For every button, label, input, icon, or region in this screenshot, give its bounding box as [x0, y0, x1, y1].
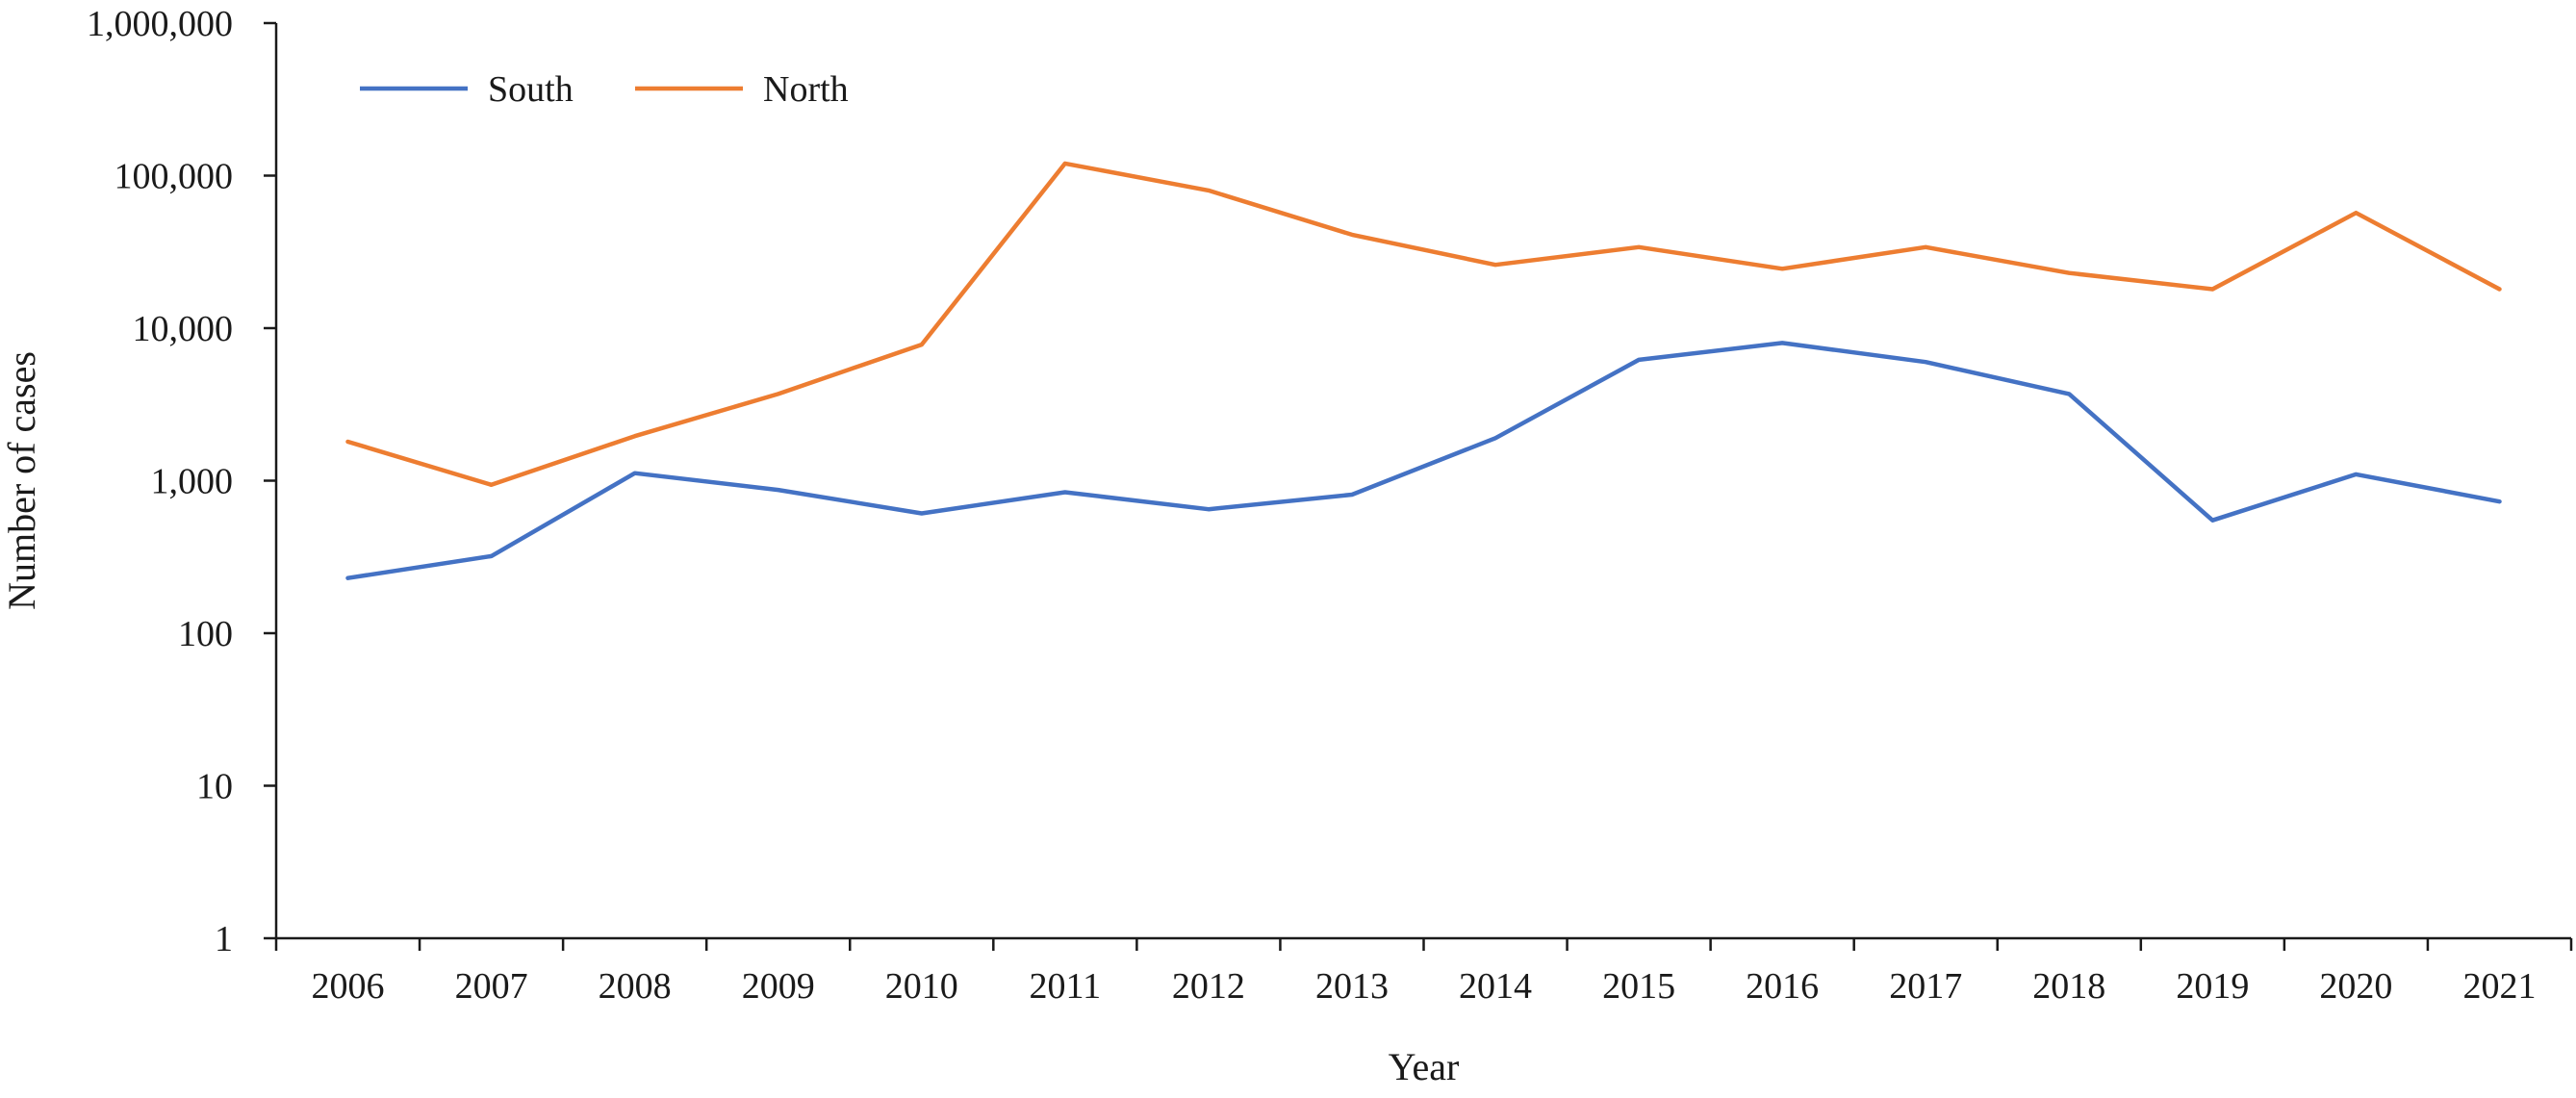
series-line-north [345, 161, 2502, 488]
x-tick-label: 2014 [1459, 966, 1532, 1007]
x-tick-label: 2015 [1602, 966, 1675, 1007]
x-axis-title: Year [1389, 1045, 1460, 1088]
y-axis-title: Number of cases [0, 351, 43, 610]
legend: South North [360, 69, 849, 110]
x-tick-label: 2006 [312, 966, 385, 1007]
y-tick-label: 1,000 [151, 462, 234, 502]
x-tick-label: 2010 [885, 966, 958, 1007]
x-tick-label: 2013 [1315, 966, 1389, 1007]
series-layer [345, 161, 2502, 580]
x-tick-label: 2017 [1889, 966, 1962, 1007]
legend-label-south: South [488, 69, 574, 110]
series-line-south [345, 341, 2502, 580]
x-tick-label: 2019 [2176, 966, 2249, 1007]
x-tick-label: 2007 [455, 966, 528, 1007]
x-tick-label: 2009 [742, 966, 815, 1007]
x-ticks: 2006 2007 2008 2009 2010 2011 2012 2013 2014 2015… [274, 938, 2573, 1007]
legend-label-north: North [763, 69, 849, 110]
y-tick-label: 1,000,000 [87, 4, 233, 44]
x-tick-label: 2018 [2032, 966, 2105, 1007]
y-tick-label: 1 [215, 919, 233, 959]
x-tick-label: 2011 [1030, 966, 1102, 1007]
y-ticks: 1 10 100 1,000 10,000 100,000 1,000,000 [87, 4, 276, 959]
x-tick-label: 2012 [1172, 966, 1245, 1007]
y-tick-label: 100,000 [115, 157, 234, 197]
x-tick-label: 2021 [2462, 966, 2536, 1007]
y-tick-label: 10,000 [133, 309, 234, 349]
x-tick-label: 2016 [1746, 966, 1819, 1007]
x-tick-label: 2008 [599, 966, 672, 1007]
x-tick-label: 2020 [2319, 966, 2392, 1007]
y-tick-label: 10 [196, 767, 233, 807]
y-tick-label: 100 [178, 614, 233, 654]
